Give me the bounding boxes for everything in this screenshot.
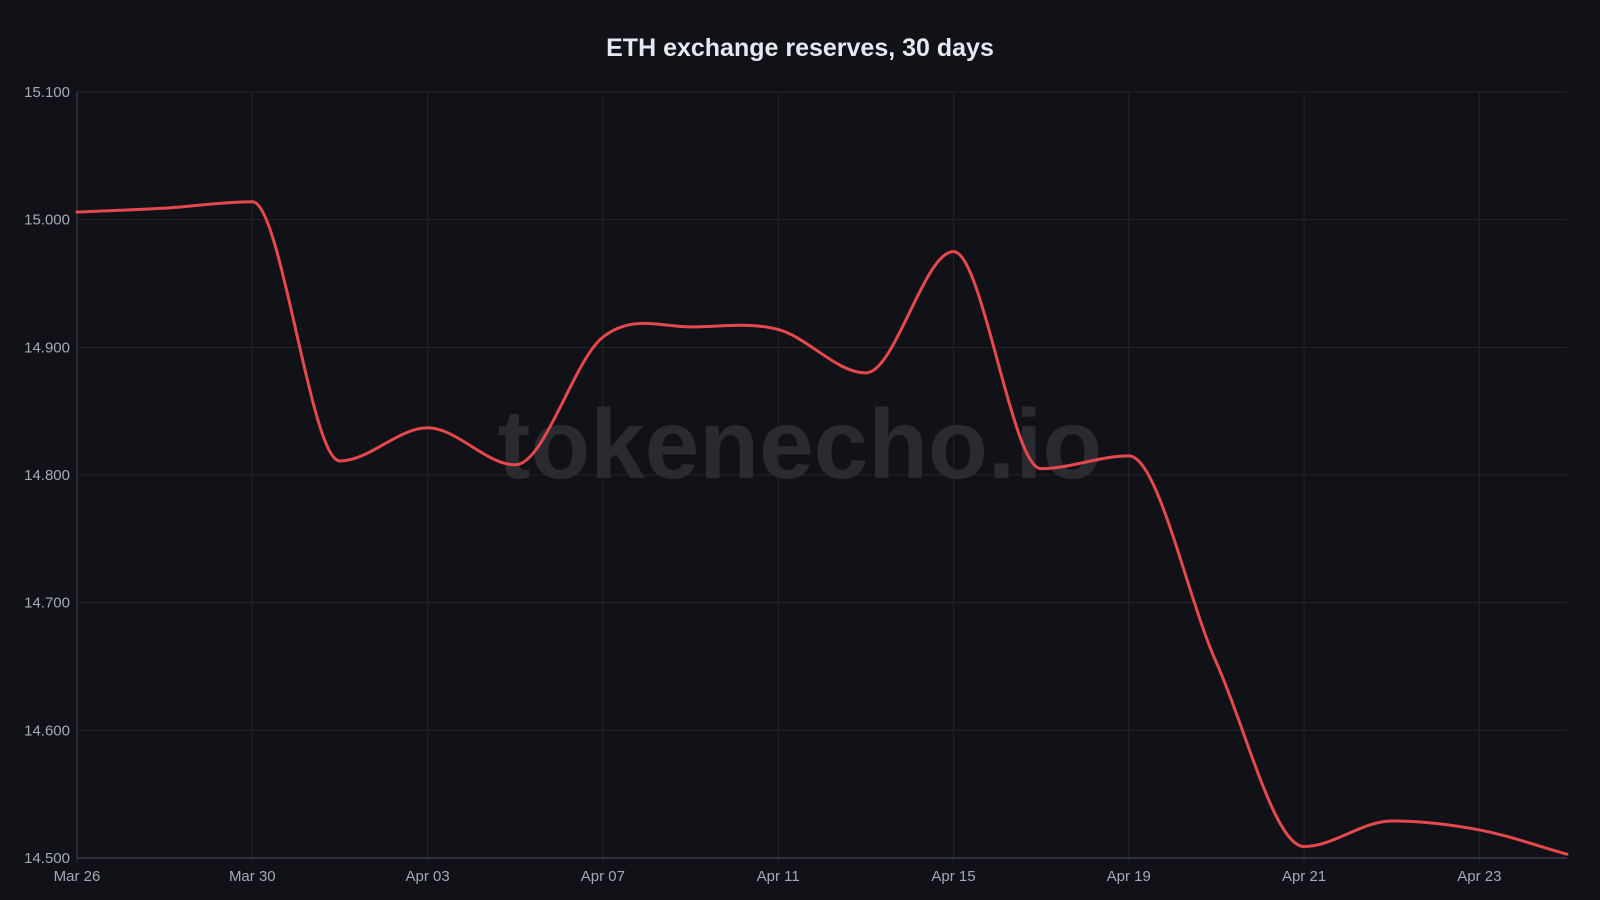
y-tick-label: 14.600	[24, 722, 70, 739]
x-tick-label: Mar 30	[229, 868, 276, 885]
y-tick-label: 14.700	[24, 595, 70, 612]
y-tick-label: 14.800	[24, 467, 70, 484]
x-tick-label: Apr 23	[1457, 868, 1501, 885]
y-tick-label: 15.100	[24, 84, 70, 101]
chart-title: ETH exchange reserves, 30 days	[606, 34, 994, 62]
x-tick-label: Apr 11	[757, 868, 800, 885]
x-tick-label: Apr 15	[931, 868, 975, 885]
axes	[76, 92, 1567, 859]
watermark: tokenecho.io	[498, 389, 1102, 499]
y-tick-label: 15.000	[24, 212, 70, 229]
x-tick-label: Mar 26	[54, 868, 101, 885]
y-tick-label: 14.900	[24, 339, 70, 356]
x-tick-label: Apr 07	[581, 868, 625, 885]
x-tick-label: Apr 19	[1107, 868, 1151, 885]
x-tick-label: Apr 21	[1282, 868, 1326, 885]
y-axis-ticks: 15.100 15.000 14.900 14.800 14.700 14.600 14.5…	[24, 84, 70, 867]
y-tick-label: 14.500	[24, 850, 70, 867]
data-line	[75, 200, 1569, 856]
x-axis-ticks: Mar 26 Mar 30 Apr 03 Apr 07 Apr 11 Apr 15 Apr …	[54, 868, 1502, 885]
x-tick-label: Apr 03	[405, 868, 449, 885]
